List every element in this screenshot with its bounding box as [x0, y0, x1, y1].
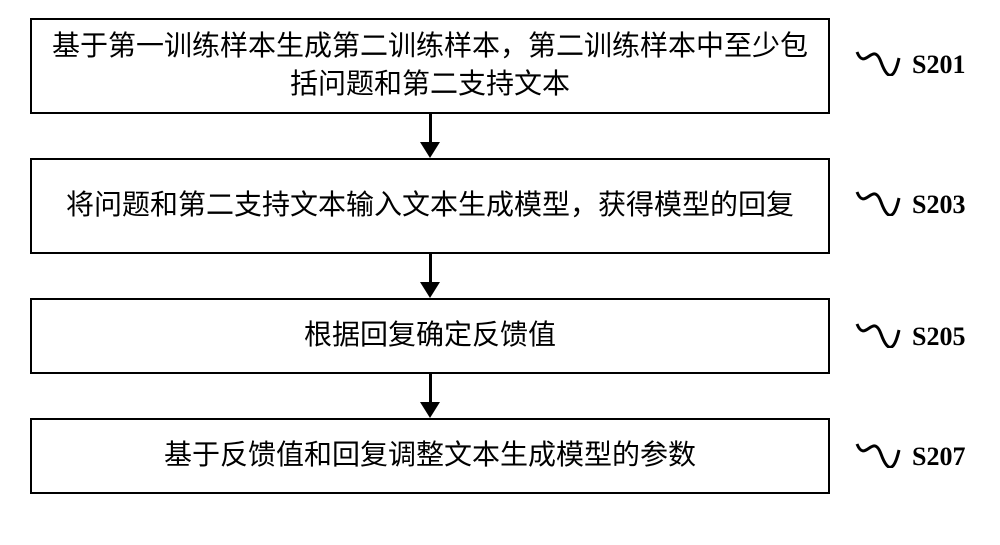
squiggle-s201 [855, 48, 901, 76]
step-box-s205: 根据回复确定反馈值 [30, 298, 830, 374]
arrow-line-2 [429, 254, 432, 282]
step-label-s203: S203 [912, 190, 965, 220]
step-label-s205: S205 [912, 322, 965, 352]
squiggle-s205 [855, 320, 901, 348]
step-box-s201: 基于第一训练样本生成第二训练样本，第二训练样本中至少包括问题和第二支持文本 [30, 18, 830, 114]
arrow-head-1 [420, 142, 440, 158]
squiggle-s207 [855, 440, 901, 468]
step-text: 基于反馈值和回复调整文本生成模型的参数 [164, 437, 696, 475]
step-label-s207: S207 [912, 442, 965, 472]
arrow-head-2 [420, 282, 440, 298]
squiggle-s203 [855, 188, 901, 216]
step-label-s201: S201 [912, 50, 965, 80]
arrow-line-3 [429, 374, 432, 402]
step-box-s207: 基于反馈值和回复调整文本生成模型的参数 [30, 418, 830, 494]
step-text: 基于第一训练样本生成第二训练样本，第二训练样本中至少包括问题和第二支持文本 [42, 28, 818, 104]
arrow-line-1 [429, 114, 432, 142]
arrow-head-3 [420, 402, 440, 418]
step-text: 根据回复确定反馈值 [304, 317, 556, 355]
step-text: 将问题和第二支持文本输入文本生成模型，获得模型的回复 [66, 187, 794, 225]
flowchart-canvas: 基于第一训练样本生成第二训练样本，第二训练样本中至少包括问题和第二支持文本 S2… [0, 0, 1000, 545]
step-box-s203: 将问题和第二支持文本输入文本生成模型，获得模型的回复 [30, 158, 830, 254]
